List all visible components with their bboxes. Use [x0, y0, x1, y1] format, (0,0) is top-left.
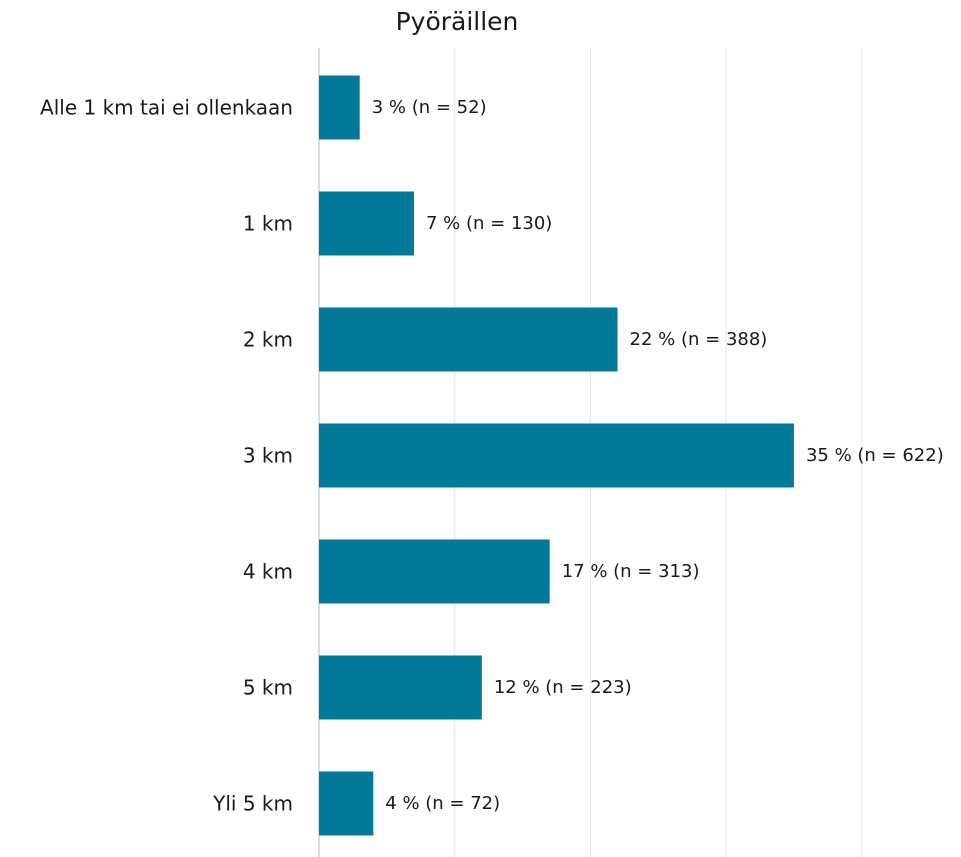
- bar: [319, 423, 794, 488]
- bar: [319, 75, 360, 140]
- data-label: 3 % (n = 52): [372, 97, 487, 118]
- data-labels: 3 % (n = 52) 7 % (n = 130) 22 % (n = 388) 3…: [372, 97, 944, 814]
- data-label: 17 % (n = 313): [562, 561, 700, 582]
- chart-title: Pyöräillen: [396, 7, 519, 36]
- category-label: 4 km: [243, 560, 293, 584]
- bar: [319, 191, 414, 256]
- bars: [319, 75, 794, 836]
- data-label: 4 % (n = 72): [385, 793, 500, 814]
- category-label: Yli 5 km: [212, 792, 293, 816]
- category-label: 3 km: [243, 444, 293, 468]
- category-label: 2 km: [243, 328, 293, 352]
- bar: [319, 771, 374, 836]
- category-labels: Alle 1 km tai ei ollenkaan 1 km 2 km 3 km 4 …: [40, 96, 293, 816]
- data-label: 12 % (n = 223): [494, 677, 632, 698]
- bar: [319, 307, 618, 372]
- category-label: 5 km: [243, 676, 293, 700]
- category-label: Alle 1 km tai ei ollenkaan: [40, 96, 293, 120]
- data-label: 7 % (n = 130): [426, 213, 552, 234]
- bar: [319, 539, 550, 604]
- bar: [319, 655, 482, 720]
- category-label: 1 km: [243, 212, 293, 236]
- data-label: 35 % (n = 622): [806, 445, 944, 466]
- data-label: 22 % (n = 388): [630, 329, 768, 350]
